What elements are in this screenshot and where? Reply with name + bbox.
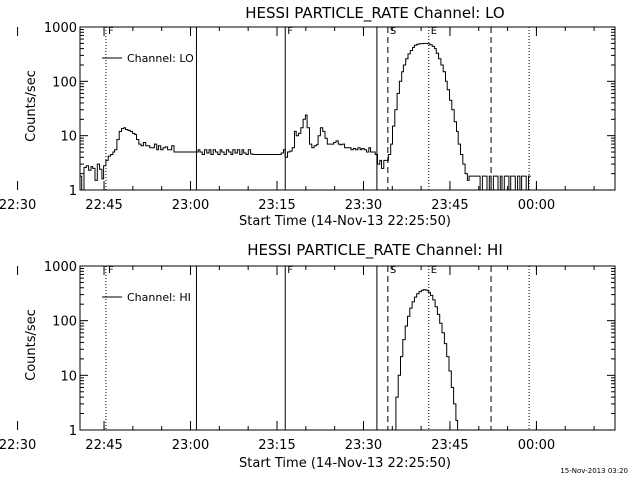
lo-y-tick-label: 1000 <box>44 21 77 36</box>
lo-chart-title: HESSI PARTICLE_RATE Channel: LO <box>245 4 504 23</box>
hi-x-tick-label: 23:45 <box>431 438 468 453</box>
hi-y-tick-label: 1000 <box>44 260 77 275</box>
hi-marker-label: E <box>431 265 437 276</box>
lo-x-tick-label: 23:30 <box>345 198 382 213</box>
lo-y-tick-label: 1 <box>69 184 77 199</box>
lo-x-axis-label: Start Time (14-Nov-13 22:25:50) <box>239 214 451 229</box>
lo-marker-label: E <box>431 26 437 37</box>
lo-x-tick-label: 00:00 <box>518 198 555 213</box>
hi-x-tick-label: 23:30 <box>345 438 382 453</box>
hi-x-tick-label: 23:00 <box>172 438 209 453</box>
hi-plot-frame <box>79 265 616 431</box>
hi-x-tick-label: 22:45 <box>85 438 122 453</box>
lo-x-tick-label: 22:30 <box>0 198 36 213</box>
lo-x-tick-label: 23:15 <box>258 198 295 213</box>
lo-x-tick-label: 23:45 <box>431 198 468 213</box>
hi-chart-title: HESSI PARTICLE_RATE Channel: HI <box>247 241 503 260</box>
hi-x-tick-label: 23:15 <box>258 438 295 453</box>
lo-x-tick-label: 22:45 <box>85 198 122 213</box>
hi-y-tick-label: 1 <box>69 424 77 439</box>
hi-legend-label: Channel: HI <box>127 291 191 304</box>
hi-marker-label: S <box>390 265 396 276</box>
hi-x-tick-label: 22:30 <box>0 438 36 453</box>
hi-data-series <box>393 289 459 431</box>
footer-timestamp: 15-Nov-2013 03:20 <box>560 467 628 475</box>
hi-y-tick-label: 10 <box>60 369 77 384</box>
hi-marker-label: F <box>287 265 293 276</box>
hi-y-axis-label: Counts/sec <box>24 309 39 381</box>
lo-marker-label: S <box>390 26 396 37</box>
hi-x-axis-label: Start Time (14-Nov-13 22:25:50) <box>239 456 451 471</box>
hi-y-tick-label: 100 <box>52 315 77 330</box>
lo-marker-label: F <box>108 26 114 37</box>
lo-legend-label: Channel: LO <box>127 52 194 65</box>
hi-x-tick-label: 00:00 <box>518 438 555 453</box>
lo-y-tick-label: 10 <box>60 130 77 145</box>
lo-plot-frame <box>79 26 616 191</box>
lo-marker-label: F <box>287 26 293 37</box>
hi-channel-panel: HESSI PARTICLE_RATE Channel: HI Start Ti… <box>0 241 616 471</box>
lo-y-tick-label: 100 <box>52 75 77 90</box>
lo-channel-panel: HESSI PARTICLE_RATE Channel: LO Start Ti… <box>0 4 616 229</box>
lo-y-axis-label: Counts/sec <box>24 70 39 142</box>
hi-marker-label: F <box>108 265 114 276</box>
lo-x-tick-label: 23:00 <box>172 198 209 213</box>
lo-data-series <box>79 42 531 191</box>
